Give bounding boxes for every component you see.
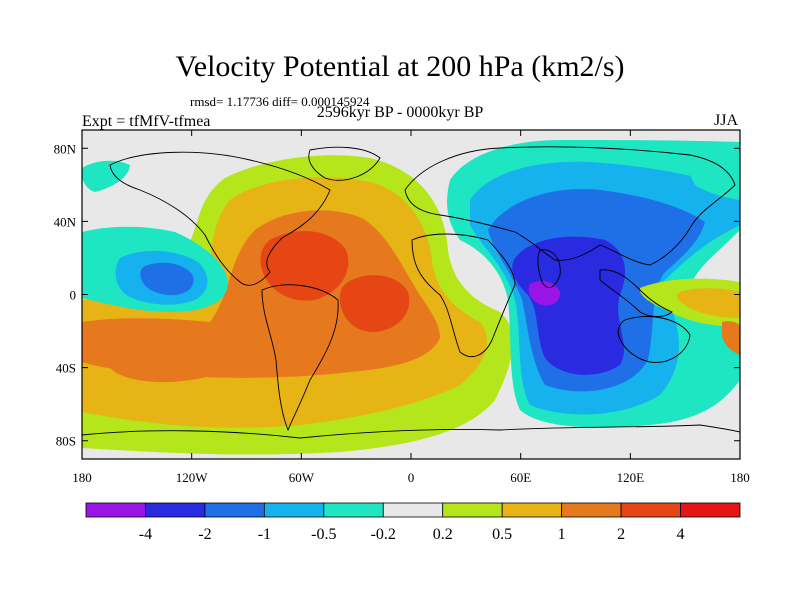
x-tick-label: 60E bbox=[510, 470, 531, 485]
rmsd-stats: rmsd= 1.17736 diff= 0.000145924 bbox=[190, 94, 370, 109]
contour-pos-2c bbox=[108, 346, 236, 383]
chart-title: Velocity Potential at 200 hPa (km2/s) bbox=[175, 50, 625, 83]
colorbar-label: 0.2 bbox=[433, 526, 453, 543]
coast-australia bbox=[617, 316, 691, 363]
period-label: 2596kyr BP - 0000kyr BP bbox=[316, 104, 484, 121]
coast-south-america bbox=[261, 284, 339, 432]
colorbar-label: 2 bbox=[617, 526, 625, 543]
contour-pos-1 bbox=[82, 210, 440, 378]
y-tick-label: 40S bbox=[56, 361, 76, 376]
coast-africa bbox=[411, 233, 516, 358]
contour-pos-2 bbox=[260, 230, 349, 301]
colorbar-label: -1 bbox=[258, 526, 271, 543]
contour-neg-1-pacific bbox=[140, 262, 194, 296]
colorbar-label: 0.5 bbox=[492, 526, 512, 543]
colorbar-swatch bbox=[263, 502, 325, 518]
coast-india bbox=[537, 249, 561, 289]
y-axis: 80N 40N 0 40S 80S bbox=[54, 141, 740, 449]
colorbar-swatch bbox=[323, 502, 384, 518]
y-tick-label: 0 bbox=[70, 288, 77, 303]
colorbar-swatch bbox=[204, 502, 265, 518]
colorbar-swatch bbox=[145, 502, 206, 518]
experiment-label: Expt = tfMfV-tfmea bbox=[82, 113, 211, 130]
x-tick-label: 180 bbox=[730, 470, 750, 485]
contour-pos-wpac-b bbox=[677, 288, 740, 318]
coast-greenland bbox=[308, 146, 381, 181]
y-tick-label: 40N bbox=[54, 214, 77, 229]
colorbar-swatch bbox=[620, 502, 681, 518]
coast-north-america bbox=[109, 151, 331, 286]
contour-neg-arctic bbox=[82, 160, 130, 192]
contour-neg-4-indian bbox=[528, 281, 561, 306]
colorbar-swatch bbox=[85, 502, 146, 518]
colorbar-label: -2 bbox=[198, 526, 211, 543]
colorbar-label: -0.2 bbox=[371, 526, 396, 543]
coastlines bbox=[82, 146, 740, 439]
colorbar-swatch bbox=[680, 502, 741, 518]
contour-pos-wpac-c bbox=[722, 321, 740, 355]
x-axis: 180 120W 60W 0 60E 120E 180 bbox=[72, 130, 750, 485]
y-tick-label: 80S bbox=[56, 434, 76, 449]
map-plot-area bbox=[82, 130, 740, 459]
contour-neg-2-indian bbox=[512, 236, 625, 375]
x-tick-label: 0 bbox=[408, 470, 415, 485]
x-tick-label: 60W bbox=[289, 470, 315, 485]
colorbar-label: -0.5 bbox=[311, 526, 336, 543]
colorbar: -4 -2 -1 -0.5 -0.2 0.2 0.5 1 2 4 bbox=[85, 502, 741, 543]
colorbar-swatch bbox=[442, 502, 503, 518]
colorbar-swatch bbox=[561, 502, 622, 518]
colorbar-label: 4 bbox=[677, 526, 685, 543]
colorbar-label: -4 bbox=[139, 526, 152, 543]
coast-antarctica bbox=[82, 424, 740, 439]
colorbar-swatch bbox=[382, 502, 444, 518]
coast-se-asia bbox=[599, 269, 673, 317]
colorbar-swatch bbox=[501, 502, 563, 518]
x-tick-label: 120E bbox=[617, 470, 645, 485]
season-label: JJA bbox=[714, 112, 739, 129]
contour-pos-2b bbox=[339, 275, 410, 333]
colorbar-label: 1 bbox=[558, 526, 566, 543]
x-tick-label: 120W bbox=[176, 470, 209, 485]
coast-europe-asia bbox=[404, 146, 736, 266]
y-tick-label: 80N bbox=[54, 141, 77, 156]
x-tick-label: 180 bbox=[72, 470, 92, 485]
